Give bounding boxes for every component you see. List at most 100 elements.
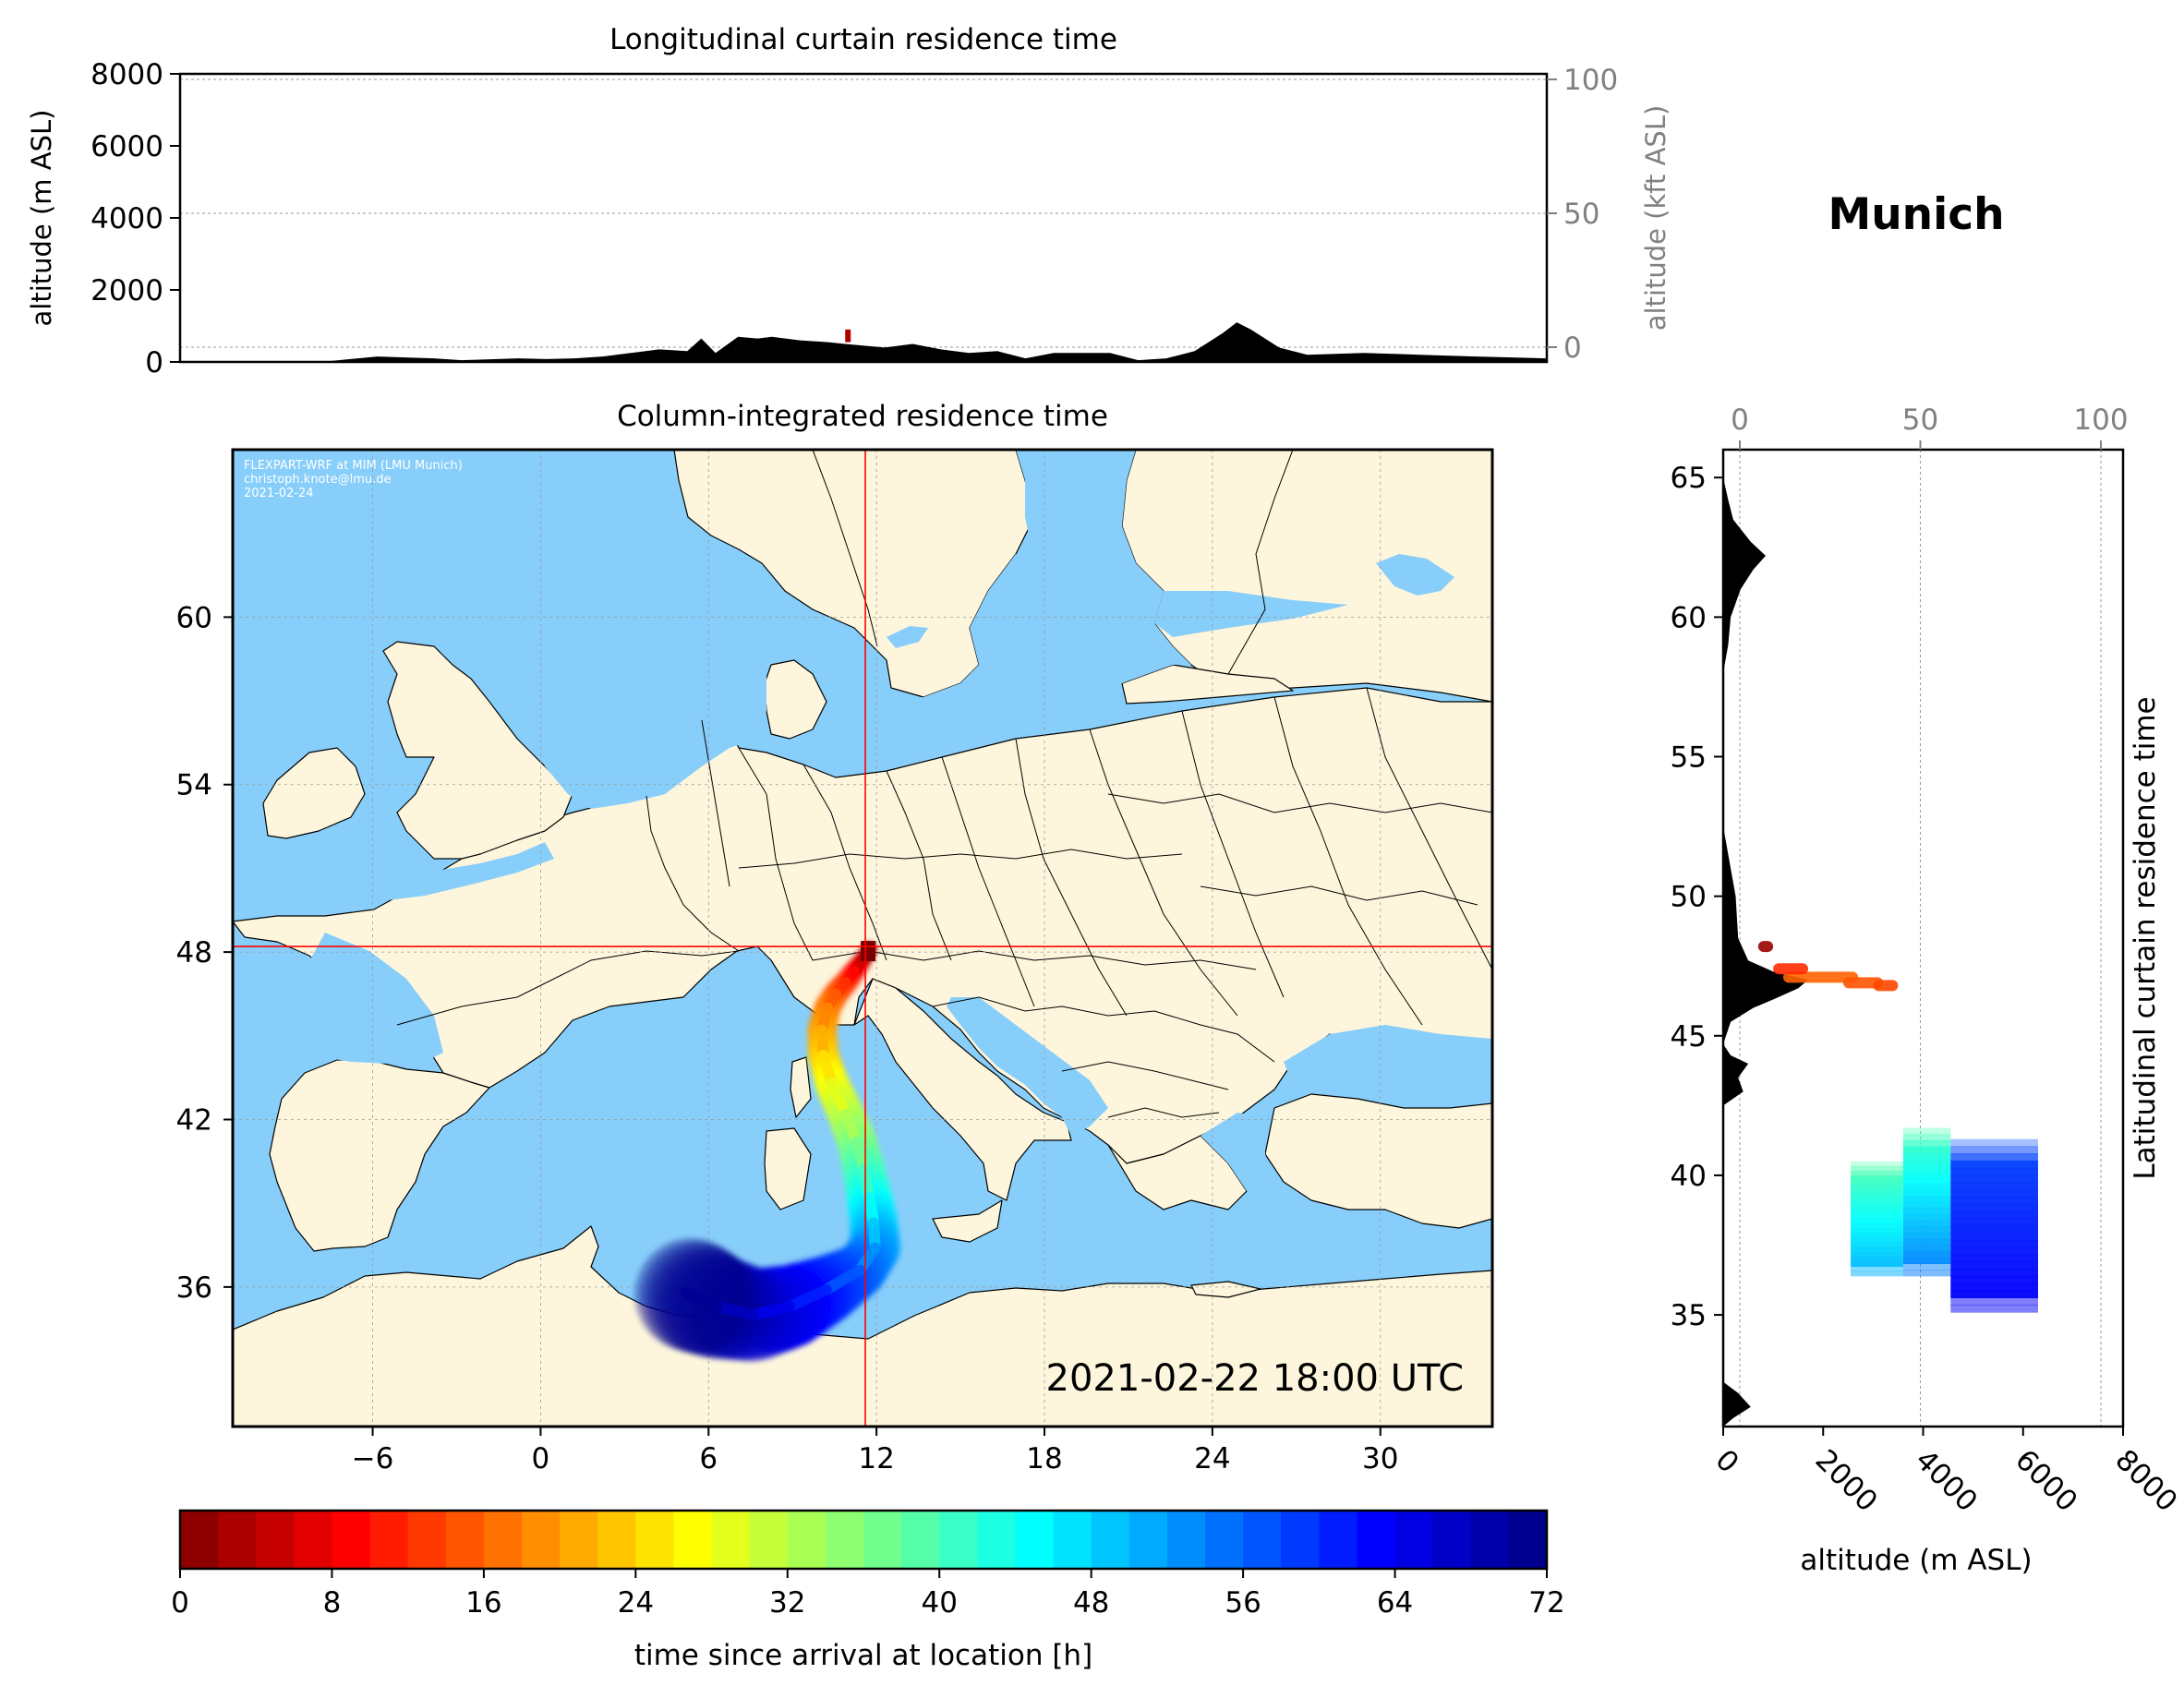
right-residence-band bbox=[1902, 1164, 1951, 1172]
right-residence-band bbox=[1851, 1180, 1903, 1186]
trajectory-segment bbox=[826, 1078, 851, 1120]
colorbar-cell bbox=[407, 1511, 447, 1569]
map-land-masses bbox=[233, 450, 1492, 1427]
right-residence-band bbox=[1851, 1204, 1903, 1210]
colorbar-tick-label: 40 bbox=[921, 1586, 957, 1620]
right-top-xaxis-ticks: 0 50 100 bbox=[1731, 403, 2129, 450]
right-y-tick-label: 50 bbox=[1671, 881, 1707, 914]
top-residence-marks bbox=[845, 329, 851, 343]
colorbar-cell bbox=[445, 1511, 485, 1569]
right-xaxis-ticks: 0 2000 4000 6000 8000 bbox=[1708, 1427, 2184, 1518]
adriatic-sea bbox=[947, 997, 1108, 1136]
station-name: Munich bbox=[1828, 189, 2004, 240]
colorbar-tick-label: 64 bbox=[1377, 1586, 1413, 1620]
map-x-tick-label: −6 bbox=[352, 1442, 394, 1475]
colorbar-tick-label: 32 bbox=[769, 1586, 805, 1620]
right-residence-band bbox=[1851, 1209, 1903, 1215]
map-y-tick-label: 36 bbox=[176, 1271, 212, 1305]
colorbar-cell bbox=[1015, 1511, 1055, 1569]
right-residence-band bbox=[1851, 1251, 1903, 1258]
station-residence-mark bbox=[861, 941, 876, 962]
right-residence-band bbox=[1950, 1167, 2038, 1176]
colorbar-tick-label: 0 bbox=[171, 1586, 189, 1620]
right-residence-band bbox=[1902, 1201, 1951, 1209]
right-y-tick-label: 35 bbox=[1671, 1299, 1707, 1332]
colorbar: 0 8 16 24 32 40 48 56 64 72 time since arrival at… bbox=[171, 1509, 1565, 1672]
right-y-tick-label: 60 bbox=[1671, 601, 1707, 634]
land-turkey bbox=[1264, 1093, 1492, 1229]
land-baltics bbox=[1121, 664, 1294, 704]
lake-ladoga bbox=[1376, 554, 1454, 596]
right-residence-band bbox=[1950, 1246, 2038, 1256]
right-residence-band bbox=[1851, 1270, 1903, 1277]
top-left-tick-label: 0 bbox=[145, 346, 163, 379]
land-sardinia bbox=[764, 1127, 812, 1210]
map-x-tick-label: 18 bbox=[1026, 1442, 1062, 1475]
colorbar-tick-label: 8 bbox=[323, 1586, 342, 1620]
right-residence-streaks bbox=[1757, 941, 1899, 992]
colorbar-cell bbox=[256, 1511, 295, 1569]
lake-vanern bbox=[887, 626, 928, 648]
top-left-tick-label: 8000 bbox=[90, 58, 163, 91]
right-panel-grid bbox=[1739, 450, 2102, 1427]
land-crete bbox=[1190, 1281, 1261, 1298]
colorbar-cell bbox=[1243, 1511, 1282, 1569]
right-residence-band bbox=[1950, 1290, 2038, 1299]
right-residence-band bbox=[1902, 1139, 1951, 1148]
right-residence-band bbox=[1851, 1194, 1903, 1200]
right-residence-band bbox=[1851, 1246, 1903, 1253]
right-residence-band bbox=[1902, 1176, 1951, 1185]
colorbar-tick-label: 56 bbox=[1225, 1586, 1261, 1620]
colorbar-cell bbox=[483, 1511, 523, 1569]
right-residence-band bbox=[1902, 1245, 1951, 1252]
baltic-sea bbox=[887, 554, 1191, 729]
trajectory-segment bbox=[747, 1301, 796, 1321]
right-x-tick-label: 8000 bbox=[2108, 1443, 2183, 1518]
right-orography-silhouette bbox=[1723, 450, 1808, 1427]
land-great-britain bbox=[382, 641, 573, 860]
land-iberia bbox=[269, 1059, 490, 1252]
right-residence-band bbox=[1902, 1233, 1951, 1240]
top-right-yaxis-ticks: 0 50 100 bbox=[1547, 64, 1618, 365]
right-residence-band bbox=[1851, 1165, 1903, 1172]
right-residence-band bbox=[1950, 1305, 2038, 1313]
trajectory-segment bbox=[711, 1301, 759, 1321]
top-left-yaxis-label: altitude (m ASL) bbox=[26, 110, 57, 327]
right-residence-band bbox=[1902, 1195, 1951, 1203]
right-residence-band bbox=[1950, 1203, 2038, 1212]
colorbar-cell bbox=[1394, 1511, 1434, 1569]
map-x-tick-label: 30 bbox=[1362, 1442, 1398, 1475]
map-timestamp: 2021-02-22 18:00 UTC bbox=[1046, 1357, 1464, 1400]
top-left-yaxis-ticks: 0 2000 4000 6000 8000 bbox=[90, 58, 180, 379]
colorbar-cell bbox=[863, 1511, 902, 1569]
map-xaxis-ticks: −6 0 6 12 18 24 30 bbox=[352, 1427, 1398, 1475]
right-residence-band bbox=[1902, 1226, 1951, 1234]
colorbar-cell bbox=[901, 1511, 940, 1569]
colorbar-tick-label: 24 bbox=[618, 1586, 654, 1620]
right-y-tick-label: 55 bbox=[1671, 741, 1707, 775]
right-residence-band bbox=[1902, 1208, 1951, 1215]
right-residence-band bbox=[1902, 1257, 1951, 1265]
colorbar-tick-label: 72 bbox=[1528, 1586, 1564, 1620]
colorbar-cell bbox=[1470, 1511, 1510, 1569]
trajectory-segment bbox=[820, 1264, 865, 1295]
colorbar-cell bbox=[294, 1511, 333, 1569]
colorbar-cell bbox=[218, 1511, 257, 1569]
right-residence-band bbox=[1902, 1263, 1951, 1270]
map-panel: Column-integrated residence time bbox=[176, 400, 1494, 1475]
credit-line-2: christoph.knote@lmu.de bbox=[244, 473, 392, 487]
right-residence-band bbox=[1950, 1189, 2038, 1198]
right-residence-band bbox=[1851, 1161, 1903, 1167]
right-residence-band bbox=[1950, 1174, 2038, 1184]
land-scandinavia bbox=[673, 450, 1035, 698]
right-xaxis-label: altitude (m ASL) bbox=[1800, 1544, 2032, 1577]
right-residence-band bbox=[1950, 1283, 2038, 1292]
map-y-tick-label: 48 bbox=[176, 936, 212, 969]
right-x-tick-label: 2000 bbox=[1809, 1443, 1884, 1518]
trajectory-segment bbox=[681, 1286, 723, 1313]
right-residence-band bbox=[1851, 1171, 1903, 1176]
colorbar-cell bbox=[1205, 1511, 1244, 1569]
top-right-tick-label: 100 bbox=[1563, 64, 1618, 97]
